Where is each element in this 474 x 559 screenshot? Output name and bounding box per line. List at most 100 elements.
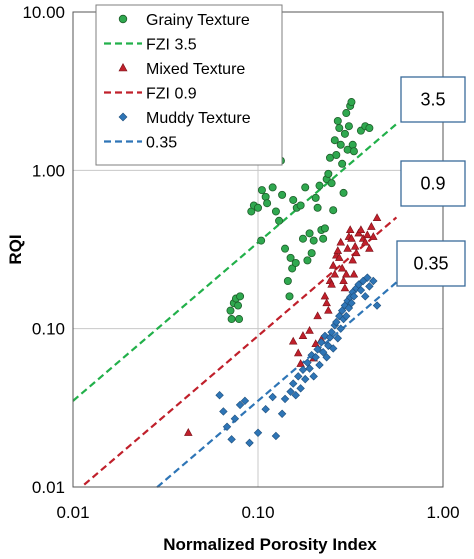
mixed-texture-point <box>347 233 356 242</box>
legend-label: Grainy Texture <box>146 12 250 29</box>
x-axis-label: Normalized Porosity Index <box>163 535 377 554</box>
fzi-line-3-5 <box>72 123 398 402</box>
muddy-texture-point <box>271 431 281 441</box>
muddy-texture-point <box>336 324 345 333</box>
x-tick-label: 0.01 <box>56 503 89 522</box>
muddy-texture-point <box>280 394 290 404</box>
mixed-texture-point <box>324 305 333 314</box>
grainy-texture-point <box>339 188 348 197</box>
grainy-texture-point <box>263 199 272 208</box>
mixed-texture-point <box>322 298 331 307</box>
muddy-texture-point <box>333 334 343 343</box>
grainy-texture-point <box>319 234 328 243</box>
muddy-texture-point <box>294 372 303 381</box>
mixed-texture-point <box>313 311 322 320</box>
y-axis-label: RQI <box>6 234 25 264</box>
fzi-label-text: 0.9 <box>420 174 445 194</box>
grainy-texture-point <box>268 183 277 192</box>
muddy-texture-point <box>219 407 228 416</box>
muddy-texture-point <box>317 338 326 347</box>
y-tick-label: 0.10 <box>32 320 65 339</box>
grainy-texture-point <box>281 244 290 253</box>
fzi-label-text: 3.5 <box>420 90 445 110</box>
muddy-texture-point <box>315 360 324 370</box>
mixed-texture-point <box>333 246 343 254</box>
mixed-texture-point <box>327 279 336 288</box>
muddy-texture-point <box>268 392 277 402</box>
muddy-texture-point <box>335 311 344 321</box>
grainy-texture-point <box>257 186 266 195</box>
mixed-texture-point <box>330 269 340 278</box>
grainy-texture-point <box>298 234 307 243</box>
mixed-texture-point <box>328 260 338 269</box>
grainy-texture-point <box>301 183 310 192</box>
grainy-texture-point <box>333 116 342 125</box>
muddy-texture-point <box>301 374 310 384</box>
legend-entry: Mixed Texture <box>118 61 245 78</box>
legend-entry: 0.35 <box>104 135 177 152</box>
grainy-texture-point <box>311 193 320 202</box>
data-points <box>184 98 382 448</box>
muddy-texture-point <box>365 282 374 291</box>
grainy-texture-point <box>236 292 245 301</box>
grainy-texture-point <box>253 203 262 212</box>
legend-label: FZI 3.5 <box>146 37 197 54</box>
legend-label: Mixed Texture <box>146 61 245 78</box>
mixed-texture-point <box>296 359 305 367</box>
mixed-texture-point <box>298 331 308 339</box>
mixed-texture-point <box>345 225 355 234</box>
legend-entry: FZI 0.9 <box>104 86 197 103</box>
legend-entry: Grainy Texture <box>118 12 250 29</box>
grainy-texture-point <box>289 195 298 204</box>
muddy-texture-point <box>322 353 331 362</box>
mixed-texture-point <box>356 225 366 234</box>
grainy-texture-point <box>344 122 353 131</box>
grainy-texture-point <box>315 181 324 190</box>
fzi-label-box: 0.35 <box>396 240 466 287</box>
mixed-texture-point <box>311 339 320 348</box>
muddy-texture-point <box>222 422 232 432</box>
muddy-texture-point <box>303 358 312 367</box>
muddy-texture-point <box>361 292 370 301</box>
grainy-texture-point <box>307 249 316 258</box>
grainy-texture-point <box>349 147 358 156</box>
x-tick-label: 0.10 <box>241 503 274 522</box>
fzi-lines <box>72 123 398 489</box>
grainy-texture-point <box>278 190 287 199</box>
grainy-texture-point <box>342 109 351 118</box>
muddy-texture-point <box>253 428 263 437</box>
grainy-texture-point <box>234 301 243 310</box>
mixed-texture-point <box>288 336 298 345</box>
fzi-label-box: 3.5 <box>400 76 466 123</box>
grainy-texture-point <box>303 256 312 265</box>
muddy-texture-point <box>227 435 236 444</box>
grainy-texture-point <box>257 236 266 245</box>
muddy-texture-point <box>230 414 240 423</box>
mixed-texture-point <box>369 232 378 240</box>
mixed-texture-point <box>336 237 345 246</box>
muddy-texture-point <box>342 311 351 321</box>
muddy-texture-point <box>327 327 336 337</box>
muddy-texture-point <box>245 438 254 448</box>
fzi-label-border <box>400 76 466 123</box>
mixed-texture-point <box>305 326 314 334</box>
grainy-texture-point <box>365 124 374 133</box>
grainy-texture-point <box>288 264 297 273</box>
fzi-label-border <box>400 160 466 207</box>
fzi-label-text: 0.35 <box>413 254 448 274</box>
grainy-texture-point <box>329 206 338 215</box>
legend: Grainy Texture FZI 3.5 Mixed Texture FZI 0.… <box>95 4 283 166</box>
muddy-texture-point <box>215 390 224 400</box>
muddy-texture-point <box>289 379 298 388</box>
mixed-texture-point <box>349 269 359 278</box>
mixed-texture-point <box>372 213 382 222</box>
muddy-texture-point <box>240 396 250 406</box>
muddy-texture-point <box>329 344 338 353</box>
legend-entry: Muddy Texture <box>118 110 251 127</box>
grainy-texture-point <box>313 203 322 212</box>
fzi-annotations: 3.5 0.9 0.35 <box>396 76 466 287</box>
mixed-texture-point <box>363 230 372 239</box>
grainy-texture-point <box>283 277 292 286</box>
legend-swatch-marker <box>118 63 128 72</box>
